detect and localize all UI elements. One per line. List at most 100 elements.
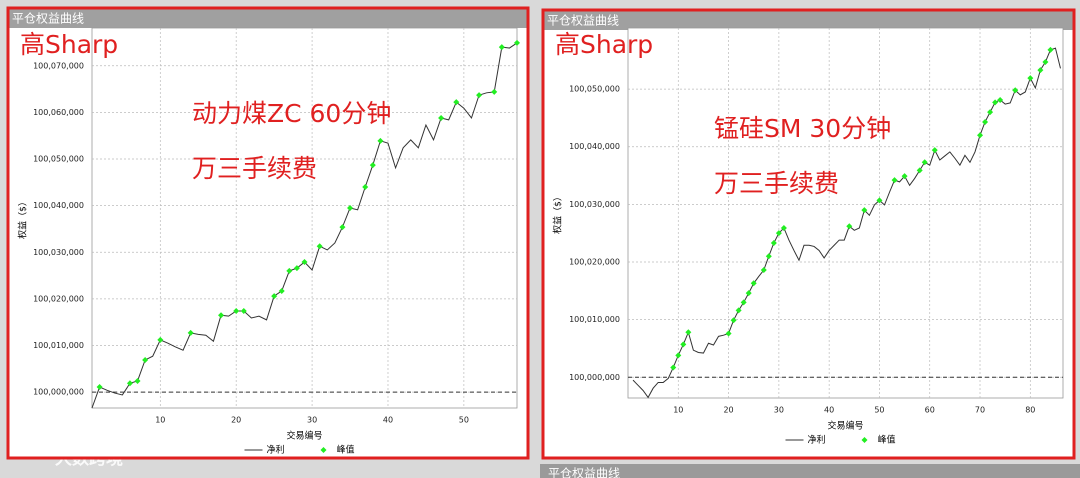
peak-marker bbox=[1042, 59, 1049, 66]
y-tick-label: 100,030,000 bbox=[569, 200, 620, 209]
annotation: 万三手续费 bbox=[192, 154, 317, 183]
peak-marker bbox=[670, 364, 677, 371]
x-axis-label: 交易编号 bbox=[286, 430, 322, 442]
x-tick-label: 10 bbox=[673, 406, 683, 415]
x-tick-label: 40 bbox=[383, 416, 393, 425]
annotation: 万三手续费 bbox=[714, 169, 839, 198]
peak-marker bbox=[316, 243, 323, 250]
legend-swatch bbox=[861, 437, 868, 443]
plot-area bbox=[627, 27, 1064, 399]
peak-marker bbox=[1037, 67, 1044, 74]
peak-marker bbox=[987, 109, 994, 116]
panel-header bbox=[8, 8, 528, 28]
y-tick-label: 100,030,000 bbox=[33, 248, 84, 257]
peak-marker bbox=[891, 177, 898, 184]
peak-marker bbox=[347, 204, 354, 211]
peak-marker bbox=[286, 267, 293, 274]
peak-marker bbox=[438, 114, 445, 121]
x-tick-label: 10 bbox=[155, 416, 165, 425]
peak-marker bbox=[514, 39, 520, 46]
peak-marker bbox=[339, 224, 346, 231]
legend-label: 峰值 bbox=[878, 434, 896, 446]
x-tick-label: 50 bbox=[874, 406, 884, 415]
annotation: 高Sharp bbox=[555, 30, 653, 59]
peak-marker bbox=[134, 377, 141, 384]
peak-marker bbox=[725, 330, 732, 337]
peak-marker bbox=[453, 99, 460, 106]
x-tick-label: 60 bbox=[925, 406, 935, 415]
y-tick-label: 100,000,000 bbox=[33, 388, 84, 397]
x-tick-label: 50 bbox=[459, 416, 469, 425]
y-tick-label: 100,000,000 bbox=[569, 373, 620, 382]
legend-swatch bbox=[320, 447, 327, 453]
y-tick-label: 100,040,000 bbox=[569, 142, 620, 151]
peak-marker bbox=[377, 137, 384, 144]
peak-marker bbox=[876, 197, 883, 204]
peak-marker bbox=[233, 308, 240, 315]
peak-marker bbox=[750, 280, 757, 287]
peak-marker bbox=[187, 329, 194, 336]
x-tick-label: 40 bbox=[824, 406, 834, 415]
y-tick-label: 100,010,000 bbox=[569, 315, 620, 324]
peak-marker bbox=[977, 132, 984, 139]
peak-marker bbox=[491, 88, 498, 95]
y-axis-label: 权益（$） bbox=[552, 192, 564, 234]
peak-marker bbox=[278, 287, 285, 294]
panel-highlight bbox=[6, 6, 530, 460]
peak-marker bbox=[126, 380, 133, 387]
peak-marker bbox=[362, 183, 369, 190]
panel-title: 平仓权益曲线 bbox=[12, 12, 84, 26]
peak-marker bbox=[780, 224, 787, 231]
footer-bar bbox=[540, 464, 1080, 478]
peak-marker bbox=[745, 290, 752, 297]
peak-marker bbox=[861, 207, 868, 214]
y-tick-label: 100,050,000 bbox=[33, 155, 84, 164]
x-tick-label: 30 bbox=[307, 416, 317, 425]
peak-marker bbox=[301, 259, 308, 266]
peak-marker bbox=[1027, 75, 1034, 82]
plot-area bbox=[91, 27, 518, 409]
peak-marker bbox=[901, 173, 908, 180]
x-tick-label: 70 bbox=[975, 406, 985, 415]
peak-marker bbox=[982, 118, 989, 125]
x-tick-label: 30 bbox=[774, 406, 784, 415]
peak-marker bbox=[765, 253, 772, 260]
annotation: 锰硅SM 30分钟 bbox=[714, 114, 891, 143]
peak-marker bbox=[760, 267, 767, 274]
x-tick-label: 80 bbox=[1025, 406, 1035, 415]
y-tick-label: 100,020,000 bbox=[33, 294, 84, 303]
annotation: 动力煤ZC 60分钟 bbox=[192, 99, 391, 128]
y-axis-label: 权益（$） bbox=[17, 197, 29, 239]
peak-marker bbox=[142, 356, 149, 363]
y-tick-label: 100,020,000 bbox=[569, 257, 620, 266]
peak-marker bbox=[96, 384, 103, 391]
legend-label: 净利 bbox=[808, 434, 826, 446]
peak-marker bbox=[931, 147, 938, 154]
panel-title: 平仓权益曲线 bbox=[547, 14, 619, 28]
panel-highlight bbox=[541, 8, 1076, 460]
y-tick-label: 100,050,000 bbox=[569, 85, 620, 94]
peak-marker bbox=[730, 317, 737, 324]
peak-marker bbox=[293, 265, 300, 272]
peak-marker bbox=[735, 307, 742, 314]
legend-label: 峰值 bbox=[337, 444, 355, 456]
footer-title: 平仓权益曲线 bbox=[548, 467, 620, 478]
y-tick-label: 100,060,000 bbox=[33, 108, 84, 117]
peak-marker bbox=[476, 92, 483, 99]
peak-marker bbox=[369, 162, 376, 169]
peak-marker bbox=[685, 329, 692, 336]
peak-marker bbox=[271, 293, 278, 300]
y-tick-label: 100,040,000 bbox=[33, 201, 84, 210]
peak-marker bbox=[240, 308, 247, 315]
peak-marker bbox=[498, 44, 505, 51]
peak-marker bbox=[218, 312, 225, 319]
peak-marker bbox=[1012, 87, 1019, 94]
peak-marker bbox=[740, 299, 747, 306]
panel-header bbox=[543, 10, 1074, 30]
peak-marker bbox=[992, 99, 999, 106]
x-axis-label: 交易编号 bbox=[827, 420, 863, 432]
peak-marker bbox=[157, 336, 164, 343]
peak-marker bbox=[846, 223, 853, 230]
